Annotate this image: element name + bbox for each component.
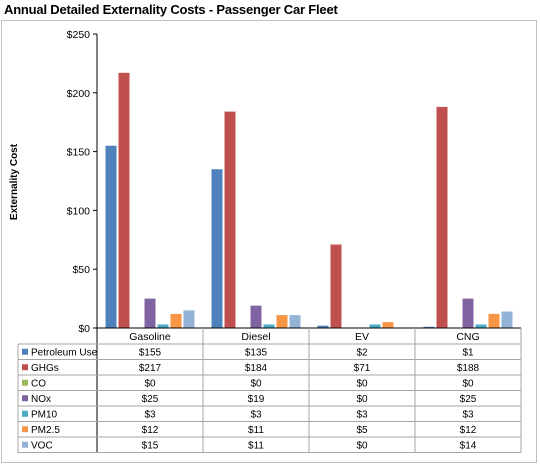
y-tick-label: $250 — [67, 29, 91, 41]
bar — [330, 244, 342, 328]
bar — [369, 324, 381, 328]
legend-key — [22, 441, 28, 448]
y-axis-label: Externality Cost — [9, 143, 20, 220]
bar — [183, 310, 195, 328]
data-label: $5 — [356, 425, 368, 436]
x-category-label: CNG — [456, 331, 479, 343]
data-label: $11 — [248, 440, 264, 451]
data-label: $0 — [144, 378, 156, 389]
legend-entry: CO — [31, 378, 46, 389]
data-label: $0 — [356, 378, 368, 389]
y-tick-label: $0 — [78, 323, 90, 335]
data-label: $11 — [248, 425, 264, 436]
legend-key — [22, 395, 28, 402]
data-label: $25 — [142, 394, 159, 405]
legend-entry: GHGs — [31, 363, 59, 374]
y-tick-label: $50 — [72, 264, 90, 276]
bar — [382, 322, 394, 328]
legend-entry: NOx — [31, 394, 51, 405]
bar — [276, 315, 288, 328]
bar — [170, 313, 182, 328]
legend-entry: PM10 — [31, 409, 58, 420]
chart-title: Annual Detailed Externality Costs - Pass… — [4, 2, 338, 17]
y-tick-label: $100 — [67, 205, 91, 217]
legend-entry: PM2.5 — [31, 425, 60, 436]
data-label: $14 — [460, 440, 477, 451]
data-label: $12 — [142, 425, 159, 436]
legend-key — [22, 364, 28, 371]
x-category-label: Gasoline — [129, 331, 171, 343]
x-category-label: EV — [355, 331, 369, 343]
y-tick-label: $200 — [67, 88, 91, 100]
data-label: $15 — [142, 440, 159, 451]
data-label: $12 — [460, 425, 477, 436]
chart-frame — [1, 20, 537, 463]
legend-key — [22, 379, 28, 386]
bar — [118, 72, 130, 328]
legend-entry: Petroleum Use — [31, 347, 98, 358]
bar — [501, 311, 513, 328]
bar — [157, 324, 169, 328]
bar — [224, 111, 236, 328]
data-label: $0 — [356, 440, 368, 451]
bar — [488, 313, 500, 328]
data-label: $1 — [462, 347, 474, 358]
bar — [462, 298, 474, 328]
legend-key — [22, 348, 28, 355]
bar — [317, 325, 329, 328]
data-label: $3 — [250, 409, 262, 420]
data-label: $3 — [356, 409, 368, 420]
bar — [436, 106, 448, 328]
data-label: $3 — [144, 409, 156, 420]
data-label: $188 — [457, 363, 480, 374]
data-label: $155 — [139, 347, 162, 358]
data-label: $217 — [139, 363, 162, 374]
data-label: $25 — [460, 394, 477, 405]
legend-key — [22, 426, 28, 433]
data-label: $184 — [245, 363, 268, 374]
data-label: $0 — [356, 394, 368, 405]
legend-entry: VOC — [31, 440, 53, 451]
bar — [289, 315, 301, 328]
bar — [250, 305, 262, 328]
data-label: $3 — [462, 409, 474, 420]
data-label: $0 — [462, 378, 474, 389]
data-label: $2 — [356, 347, 368, 358]
legend-key — [22, 410, 28, 417]
bar — [263, 324, 275, 328]
bar — [144, 298, 156, 328]
y-tick-label: $150 — [67, 147, 91, 159]
bar — [475, 324, 487, 328]
bar — [105, 145, 117, 328]
x-category-label: Diesel — [241, 331, 270, 343]
data-label: $135 — [245, 347, 268, 358]
data-label: $0 — [250, 378, 262, 389]
data-label: $19 — [248, 394, 265, 405]
data-label: $71 — [354, 363, 371, 374]
bar — [423, 326, 435, 328]
bar — [211, 169, 223, 328]
